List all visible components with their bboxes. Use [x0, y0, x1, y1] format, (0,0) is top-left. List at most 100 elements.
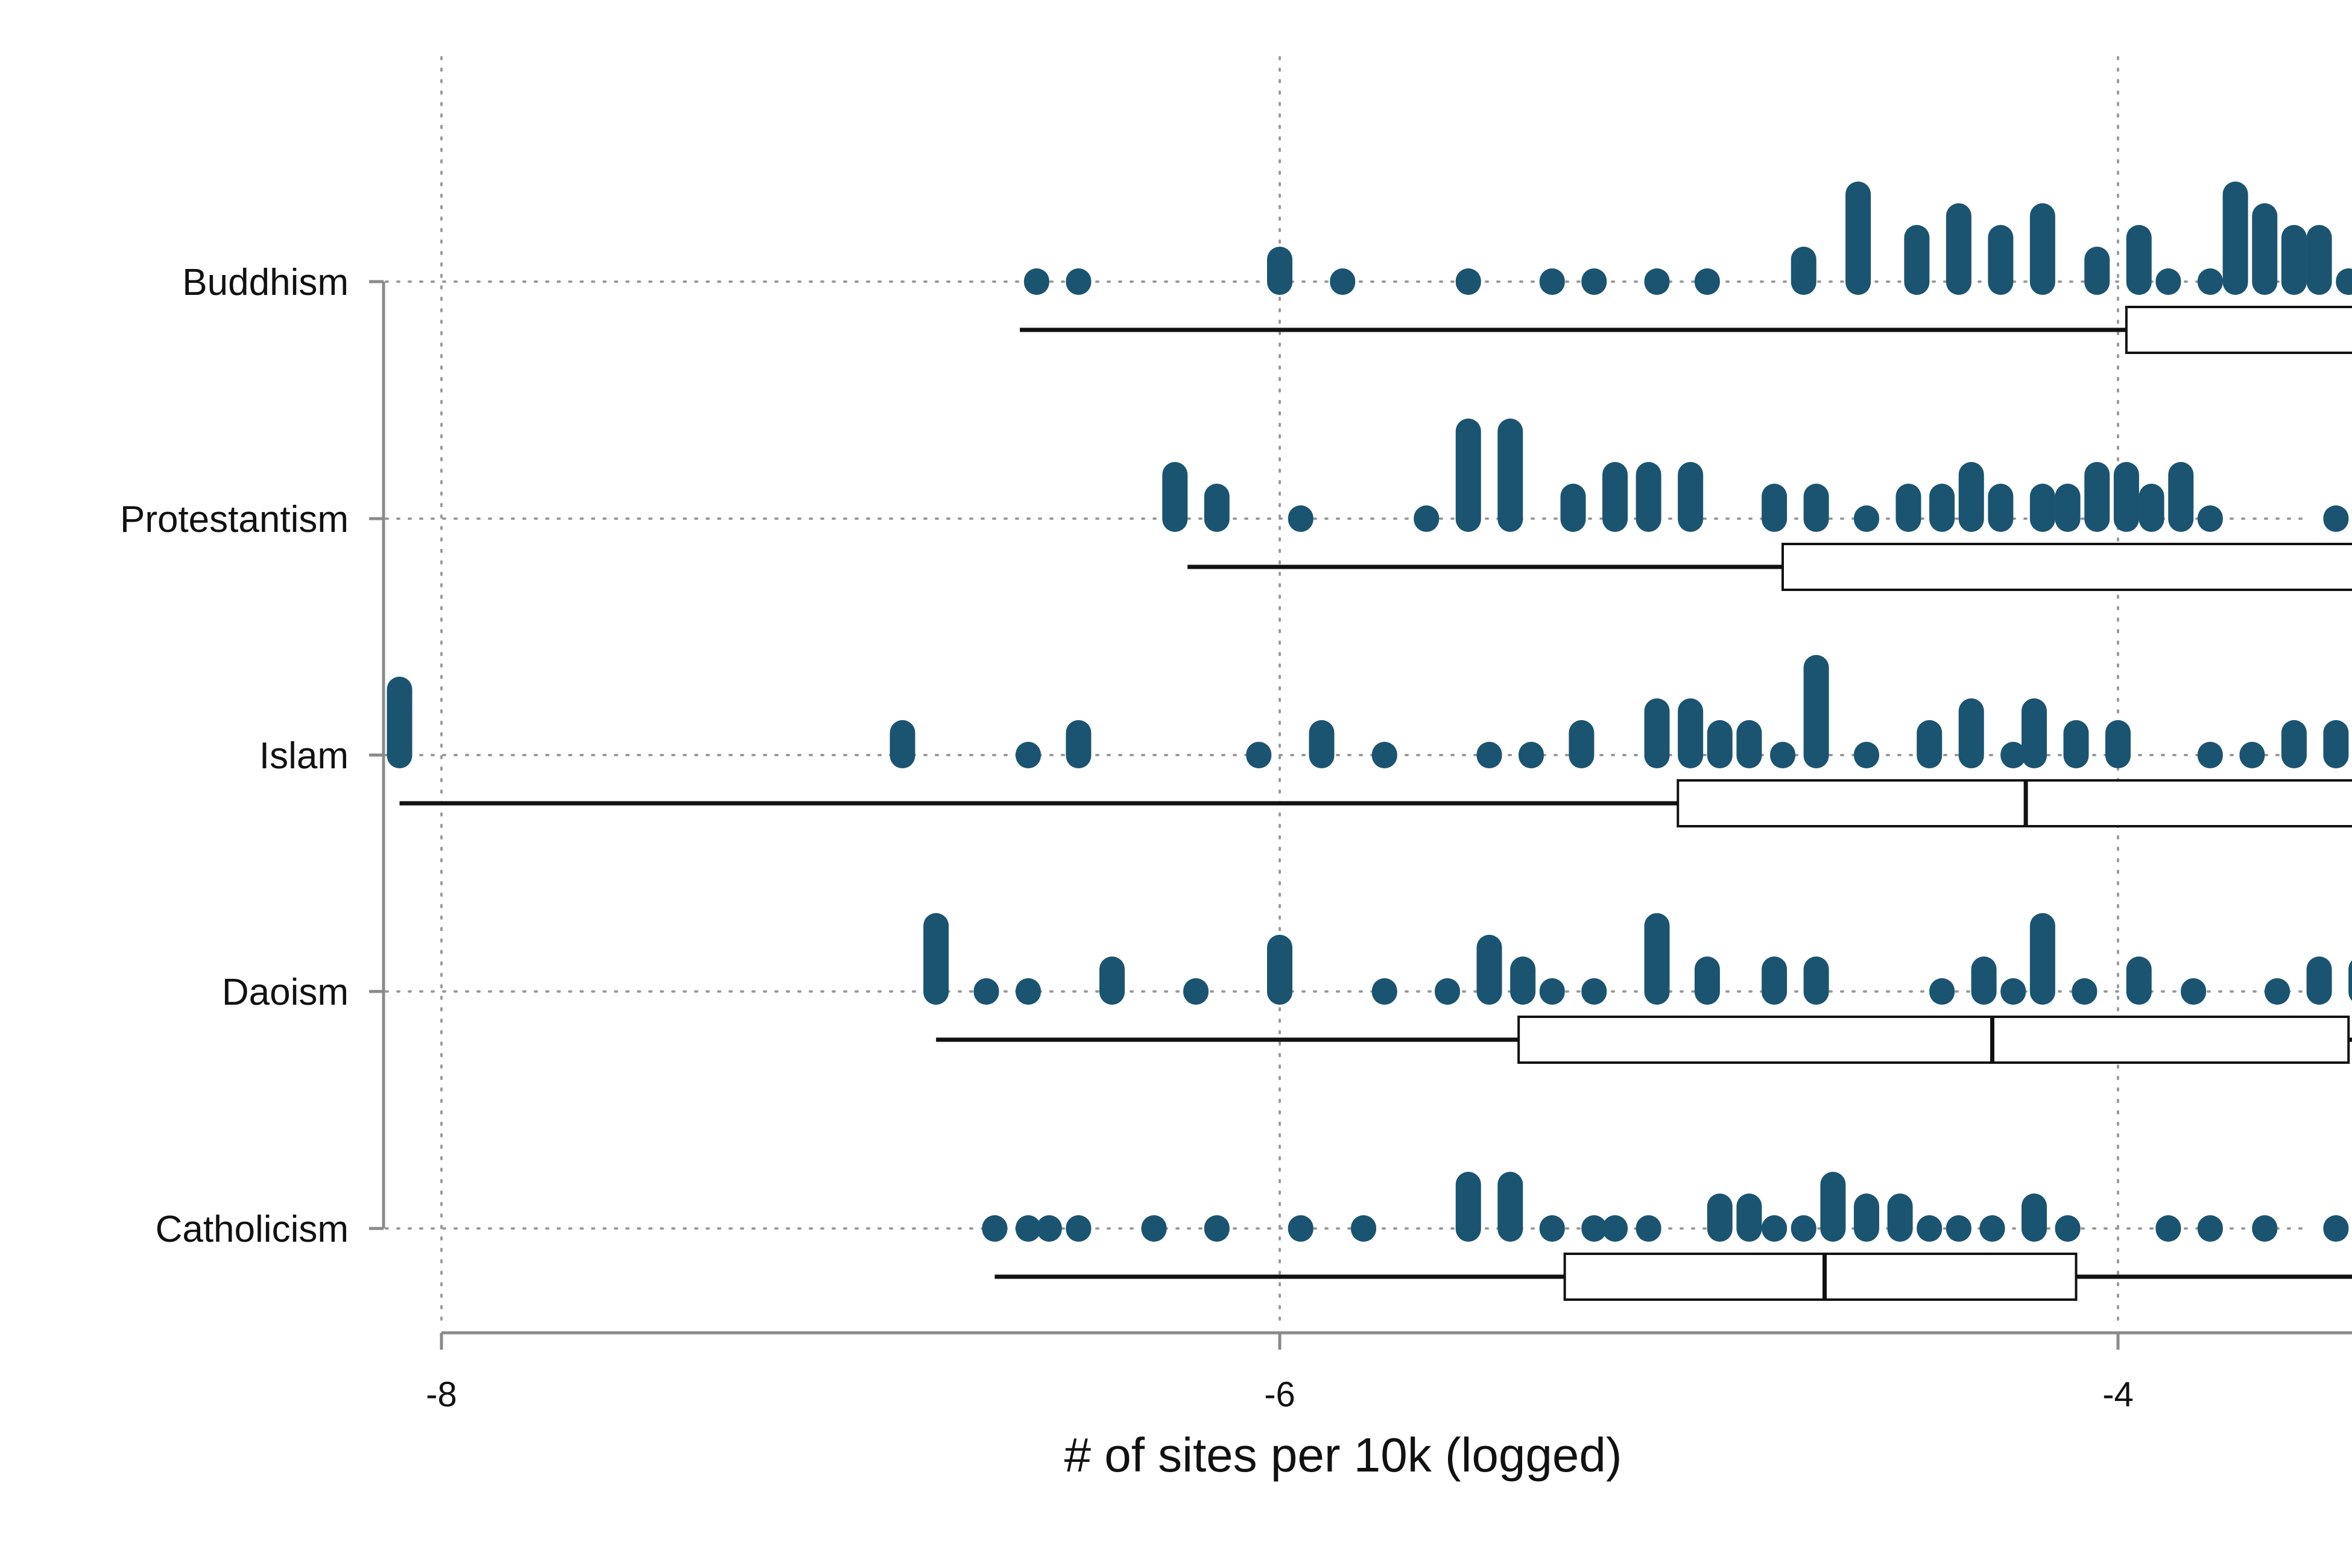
- point-stack: [1644, 268, 1670, 295]
- point-stack: [1246, 742, 1272, 768]
- point-stack: [2281, 225, 2307, 295]
- point-stack: [2306, 956, 2332, 1005]
- point-stack: [1803, 655, 1829, 768]
- point-stack: [1791, 1215, 1816, 1242]
- point-stack: [1971, 956, 1997, 1005]
- point-stack: [1988, 225, 2014, 295]
- point-stack: [2022, 1193, 2047, 1242]
- point-stack: [1854, 742, 1879, 768]
- point-stack: [1066, 268, 1092, 295]
- point-stack: [1958, 698, 1984, 768]
- point-stack: [1820, 1172, 1846, 1242]
- point-stack: [1678, 462, 1704, 532]
- point-stack: [1602, 462, 1628, 532]
- point-stack: [1946, 1215, 1971, 1242]
- point-stack: [1707, 720, 1733, 768]
- point-stack: [2000, 742, 2026, 768]
- point-stack: [2084, 247, 2110, 295]
- x-axis-title: # of sites per 10k (logged): [1064, 1428, 1622, 1482]
- point-stack: [2197, 268, 2223, 295]
- point-stack: [1288, 1215, 1314, 1242]
- point-stack: [2323, 505, 2349, 532]
- point-stack: [923, 913, 949, 1005]
- point-stack: [2252, 203, 2278, 295]
- point-stack: [1267, 247, 1292, 295]
- point-stack: [1854, 505, 1879, 532]
- point-stack: [2222, 182, 2248, 295]
- point-stack: [1519, 742, 1544, 768]
- iqr-box: [2125, 306, 2352, 354]
- point-stack: [2155, 1215, 2181, 1242]
- x-tick-label: -8: [426, 1375, 457, 1414]
- point-stack: [2336, 268, 2352, 295]
- point-stack: [1497, 1172, 1523, 1242]
- point-stack: [1560, 484, 1586, 532]
- point-stack: [1539, 1215, 1565, 1242]
- point-stack: [1946, 203, 1971, 295]
- point-stack: [1016, 742, 1041, 768]
- point-stack: [1016, 1215, 1041, 1242]
- point-stack: [1803, 956, 1829, 1005]
- labels: -8-6-4-20BuddhismProtestantismIslamDaois…: [120, 262, 2134, 1414]
- iqr-box: [1517, 1016, 2350, 1064]
- point-stack: [2084, 462, 2110, 532]
- point-stack: [1435, 978, 1460, 1005]
- point-stack: [2000, 978, 2026, 1005]
- point-stack: [2022, 698, 2047, 768]
- point-stack: [1736, 1193, 1762, 1242]
- point-stack: [1762, 1215, 1788, 1242]
- point-stack: [1929, 978, 1955, 1005]
- point-stack: [1644, 698, 1670, 768]
- point-stack: [1644, 913, 1670, 1005]
- point-stack: [1330, 268, 1356, 295]
- point-stack: [1455, 268, 1481, 295]
- point-stack: [1455, 1172, 1481, 1242]
- point-stack: [2252, 1215, 2278, 1242]
- grid-lines: [385, 56, 2305, 1328]
- iqr-box: [1563, 1253, 2078, 1301]
- point-stack: [1162, 462, 1188, 532]
- point-stack: [1736, 720, 1762, 768]
- point-stack: [1204, 1215, 1230, 1242]
- point-stack: [2239, 742, 2265, 768]
- point-stack: [1694, 956, 1720, 1005]
- point-stack: [2063, 720, 2089, 768]
- point-stack: [2055, 1215, 2081, 1242]
- data-points: [387, 182, 2352, 1242]
- point-stack: [1288, 505, 1314, 532]
- point-stack: [2072, 978, 2098, 1005]
- point-stack: [1895, 484, 1921, 532]
- point-stack: [1678, 698, 1704, 768]
- point-stack: [2197, 1215, 2223, 1242]
- point-stack: [1762, 956, 1788, 1005]
- point-stack: [1036, 1215, 1062, 1242]
- point-stack: [2055, 484, 2081, 532]
- point-stack: [2029, 203, 2055, 295]
- axes: [369, 280, 2352, 1350]
- point-stack: [1204, 484, 1230, 532]
- point-stack: [973, 978, 999, 1005]
- point-stack: [1917, 720, 1943, 768]
- point-stack: [1371, 742, 1397, 768]
- point-stack: [1917, 1215, 1943, 1242]
- point-stack: [1581, 1215, 1607, 1242]
- point-stack: [1636, 1215, 1661, 1242]
- point-stack: [1455, 419, 1481, 532]
- point-stack: [1988, 484, 2014, 532]
- point-stack: [1958, 462, 1984, 532]
- point-stack: [2197, 505, 2223, 532]
- point-stack: [1141, 1215, 1167, 1242]
- point-stack: [890, 720, 915, 768]
- point-stack: [1099, 956, 1125, 1005]
- point-stack: [1371, 978, 1397, 1005]
- point-stack: [1066, 1215, 1092, 1242]
- point-stack: [2113, 462, 2139, 532]
- point-stack: [2281, 720, 2307, 768]
- category-label: Islam: [259, 735, 349, 777]
- point-stack: [1510, 956, 1536, 1005]
- point-stack: [1414, 505, 1440, 532]
- point-stack: [1762, 484, 1788, 532]
- point-stack: [1016, 978, 1041, 1005]
- point-stack: [1581, 978, 1607, 1005]
